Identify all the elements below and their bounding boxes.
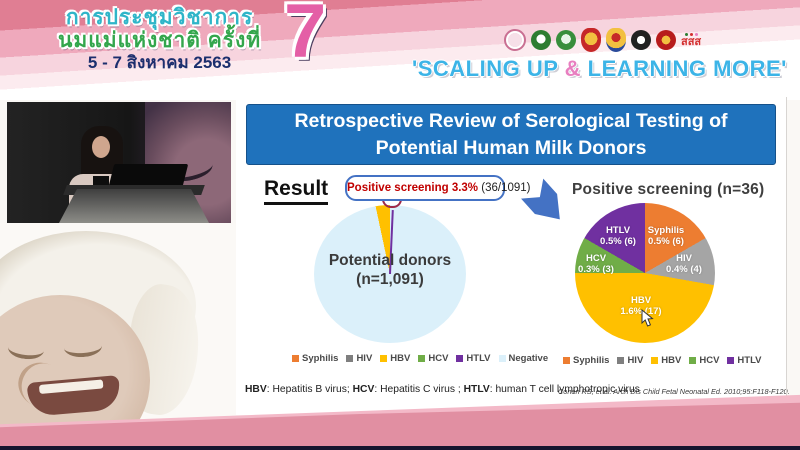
legend-label-hiv: HIV	[356, 353, 373, 364]
royal-emblem-icon	[606, 28, 626, 52]
college-seal-icon	[656, 30, 676, 50]
left-pie-legend: Syphilis HIV HBV HCV HTLV Negative	[292, 353, 548, 364]
legend-swatch-hbv	[380, 355, 388, 362]
legend-swatch-hcv	[418, 355, 426, 362]
legend-label-hcv: HCV	[428, 353, 449, 364]
legend-label-hbv: HBV	[661, 355, 682, 366]
thaihealth-logo-text: สสส	[681, 36, 702, 48]
result-heading: Result	[264, 177, 329, 205]
legend-swatch-hbv	[651, 357, 659, 364]
bottom-dark-strip	[0, 446, 800, 450]
university-crest-icon	[581, 28, 601, 52]
thaihealth-logo-dots-icon	[681, 33, 701, 36]
legend-label-htlv: HTLV	[737, 355, 762, 366]
legend-label-hiv: HIV	[627, 355, 644, 366]
edition-number: 7	[284, 0, 327, 74]
right-pie-legend: Syphilis HIV HBV HCV HTLV	[563, 355, 762, 366]
legend-label-htlv: HTLV	[466, 353, 491, 364]
conference-header: การประชุมวิชาการ นมแม่แห่งชาติ ครั้งที่ …	[0, 0, 800, 100]
legend-swatch-hiv	[617, 357, 625, 364]
presenter-video-feed	[7, 102, 231, 223]
reference-citation: Cohen RS, et al. Arch Dis Child Fetal Ne…	[558, 387, 790, 396]
legend-swatch-syphilis	[292, 355, 299, 362]
presentation-slide: Retrospective Review of Serological Test…	[236, 97, 790, 415]
callout-pointer	[382, 198, 402, 208]
sponsor-logo-row: สสส	[504, 28, 701, 52]
slide-title-banner: Retrospective Review of Serological Test…	[246, 104, 776, 165]
slice-label-htlv: HTLV 0.5% (6)	[600, 225, 636, 247]
slice-label-hbv: HBV 1.6% (17)	[620, 295, 662, 317]
potential-donors-title: Potential donors	[328, 252, 452, 269]
slide-right-edge	[786, 97, 787, 407]
legend-label-negative: Negative	[508, 353, 549, 364]
tagline-part2: LEARNING MORE'	[581, 56, 787, 81]
legend-label-hbv: HBV	[390, 353, 411, 364]
callout-detail: (36/1091)	[478, 182, 531, 194]
positive-screening-pie: HTLV 0.5% (6) Syphilis 0.5% (6) HIV 0.4% (4…	[575, 203, 715, 343]
society-seal-icon	[631, 30, 651, 50]
potential-donors-pie: Potential donors (n=1,091)	[314, 205, 466, 343]
arrow-right-icon	[517, 175, 575, 233]
mouse-cursor-icon	[641, 308, 654, 332]
slice-label-hiv: HIV 0.4% (4)	[666, 253, 702, 275]
medical-org-logo-icon	[556, 30, 576, 50]
tagline-part1: 'SCALING UP	[412, 56, 565, 81]
positive-screening-callout: Positive screening 3.3% (36/1091)	[345, 175, 530, 201]
conference-title-block: การประชุมวิชาการ นมแม่แห่งชาติ ครั้งที่ …	[58, 6, 261, 73]
legend-swatch-htlv	[456, 355, 464, 362]
legend-label-syphilis: Syphilis	[302, 353, 339, 364]
abbreviation-footnote: HBV: Hepatitis B virus; HCV: Hepatitis C…	[245, 384, 640, 395]
health-org-logo-icon	[531, 30, 551, 50]
legend-swatch-negative	[498, 355, 506, 362]
callout-highlight: Positive screening 3.3%	[347, 182, 479, 194]
legend-swatch-hcv	[689, 357, 697, 364]
baby-background-photo	[0, 223, 236, 433]
podium	[59, 189, 209, 223]
legend-swatch-hiv	[346, 355, 354, 362]
slice-label-hcv: HCV 0.3% (3)	[578, 253, 614, 275]
potential-donors-label: Potential donors (n=1,091)	[314, 251, 466, 289]
legend-label-hcv: HCV	[699, 355, 720, 366]
slice-label-syphilis: Syphilis 0.5% (6)	[647, 225, 685, 247]
potential-donors-count: (n=1,091)	[356, 271, 424, 288]
conference-title-line2: นมแม่แห่งชาติ ครั้งที่	[58, 29, 262, 53]
conference-tagline: 'SCALING UP & LEARNING MORE'	[412, 56, 787, 82]
conference-dates: 5 - 7 สิงหาคม 2563	[87, 53, 232, 73]
conference-title-line1: การประชุมวิชาการ	[65, 6, 254, 29]
baby-teeth	[38, 379, 104, 394]
legend-swatch-syphilis	[563, 357, 570, 364]
tagline-ampersand: &	[564, 56, 582, 81]
mother-baby-logo-icon	[504, 29, 526, 51]
slide-title-line1: Retrospective Review of Serological Test…	[294, 110, 728, 132]
positive-screening-title: Positive screening (n=36)	[572, 181, 765, 198]
legend-label-syphilis: Syphilis	[573, 355, 610, 366]
legend-swatch-htlv	[727, 357, 735, 364]
thaihealth-logo: สสส	[681, 33, 702, 48]
presenter-face	[92, 136, 110, 158]
slide-title-line2: Potential Human Milk Donors	[375, 137, 647, 159]
